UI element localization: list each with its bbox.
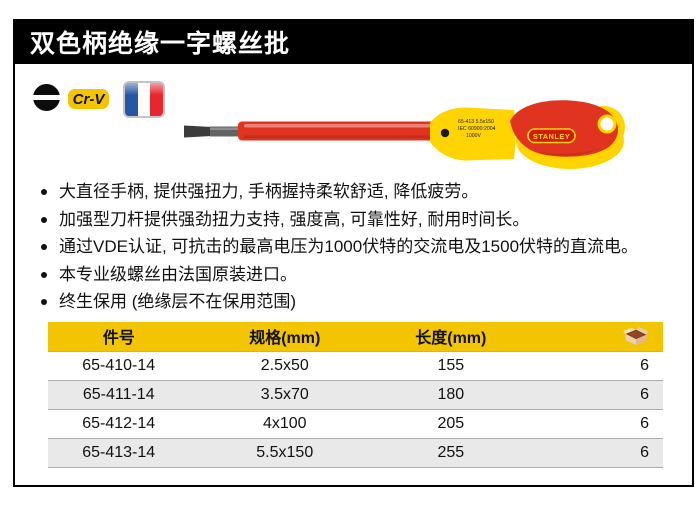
collar-marking-2: IEC 60900:2004 xyxy=(458,126,496,132)
cell-part: 65-411-14 xyxy=(82,385,155,403)
bullet-dot xyxy=(41,216,47,223)
cell-part: 65-412-14 xyxy=(82,414,156,432)
col-header-length: 长度(mm) xyxy=(415,330,487,348)
screwdriver-shaft xyxy=(238,121,450,141)
cell-spec: 4x100 xyxy=(262,414,307,432)
cell-length: 180 xyxy=(437,385,465,403)
feature-item: 加强型刀杆提供强劲扭力支持, 强度高, 可靠性好, 耐用时间长。 xyxy=(39,206,684,234)
cell-length: 205 xyxy=(437,414,465,432)
handle-shade xyxy=(522,147,598,156)
col-header-spec: 规格(mm) xyxy=(249,330,321,348)
collar xyxy=(430,107,516,161)
screwdriver-image: 65-413 5.5x150 IEC 60900:2004 1000V STAN… xyxy=(184,100,625,169)
screwdriver-blade xyxy=(184,125,212,138)
flag-gloss xyxy=(125,83,163,95)
cell-qty: 6 xyxy=(640,414,649,432)
cell-qty: 6 xyxy=(640,356,649,374)
hanging-hole xyxy=(597,114,617,134)
feature-item: 通过VDE认证, 可抗击的最高电压为1000伏特的交流电及1500伏特的直流电。 xyxy=(39,233,684,261)
collar-marking-3: 1000V xyxy=(466,133,482,139)
cell-qty: 6 xyxy=(640,443,649,461)
shaft-highlight xyxy=(244,124,442,128)
brand-badge xyxy=(527,128,576,144)
shaft-shadow xyxy=(244,135,442,139)
table-row: 65-413-14 5.5x150 255 6 xyxy=(48,438,663,467)
table-row: 65-410-14 2.5x50 155 6 xyxy=(48,351,663,380)
feature-text: 加强型刀杆提供强劲扭力支持, 强度高, 可靠性好, 耐用时间长。 xyxy=(59,209,530,229)
crv-label: Cr-V xyxy=(72,90,105,108)
feature-text: 通过VDE认证, 可抗击的最高电压为1000伏特的交流电及1500伏特的直流电。 xyxy=(59,237,639,256)
cell-spec: 3.5x70 xyxy=(260,385,309,403)
feature-list: 大直径手柄, 提供强扭力, 手柄握持柔软舒适, 降低疲劳。 加强型刀杆提供强劲扭… xyxy=(39,178,684,316)
product-frame: 双色柄绝缘一字螺丝批 Cr-V xyxy=(13,19,694,487)
feature-item: 终生保用 (绝缘层不在保用范围) xyxy=(39,288,684,316)
collar-dot xyxy=(440,128,450,138)
bullet-dot xyxy=(41,189,47,195)
table-row: 65-412-14 4x100 205 6 xyxy=(48,409,663,438)
cell-length: 155 xyxy=(437,356,465,374)
table-row: 65-411-14 3.5x70 180 6 xyxy=(48,380,663,409)
rod-highlight xyxy=(210,127,244,130)
bullet-dot xyxy=(41,299,47,305)
cell-part: 65-410-14 xyxy=(82,356,156,374)
page-title: 双色柄绝缘一字螺丝批 xyxy=(30,29,291,58)
feature-text: 大直径手柄, 提供强扭力, 手柄握持柔软舒适, 降低疲劳。 xyxy=(59,182,479,201)
col-header-part: 件号 xyxy=(102,330,135,348)
bullet-dot xyxy=(41,244,47,250)
cell-length: 255 xyxy=(437,443,465,461)
slotted-drive-icon xyxy=(32,84,61,111)
cell-spec: 2.5x50 xyxy=(260,356,309,374)
brand-label: STANLEY xyxy=(533,132,570,141)
france-flag-icon xyxy=(123,81,165,118)
screwdriver-rod xyxy=(210,126,244,137)
col-header-qty xyxy=(522,322,663,351)
collar-marking-1: 65-413 5.5x150 xyxy=(458,119,494,125)
cell-part: 65-413-14 xyxy=(82,443,156,461)
bullet-dot xyxy=(41,271,47,278)
feature-text: 终生保用 (绝缘层不在保用范围) xyxy=(59,292,297,311)
crv-badge: Cr-V xyxy=(68,89,109,109)
content-panel: Cr-V 65-413 5.5x150 xyxy=(13,64,694,487)
feature-text: 本专业级螺丝由法国原装进口。 xyxy=(59,264,297,284)
spec-table: 件号 规格(mm) 长度(mm) xyxy=(48,322,663,468)
cell-spec: 5.5x150 xyxy=(256,443,314,461)
cell-qty: 6 xyxy=(640,385,649,403)
feature-item: 大直径手柄, 提供强扭力, 手柄握持柔软舒适, 降低疲劳。 xyxy=(39,178,684,206)
page-title-bar: 双色柄绝缘一字螺丝批 xyxy=(13,19,694,64)
carton-box-icon xyxy=(623,326,649,345)
feature-item: 本专业级螺丝由法国原装进口。 xyxy=(39,261,684,289)
table-header-row: 件号 规格(mm) 长度(mm) xyxy=(48,322,663,351)
